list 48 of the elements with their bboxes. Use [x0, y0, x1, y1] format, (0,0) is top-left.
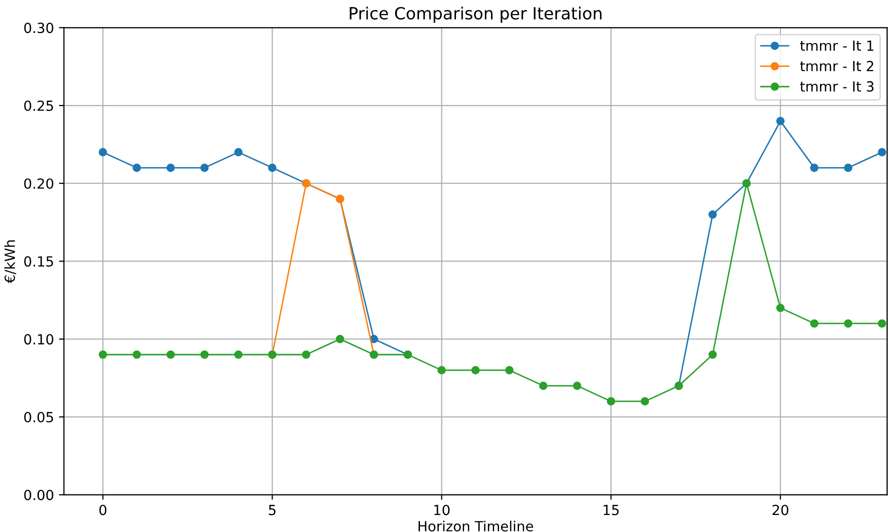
legend-label: tmmr - It 2 [800, 60, 874, 72]
point [505, 366, 514, 374]
x-tick-label: 5 [268, 504, 276, 516]
point [810, 319, 818, 328]
x-axis-title: Horizon Timeline [418, 520, 534, 532]
point [437, 366, 446, 374]
y-tick-label: 0.20 [24, 178, 54, 189]
point [810, 164, 818, 172]
point [708, 350, 717, 359]
y-tick-label: 0.00 [24, 490, 54, 500]
y-tick-label: 0.30 [24, 22, 54, 34]
x-tick-label: 20 [772, 504, 788, 516]
point [302, 350, 310, 359]
point [572, 382, 582, 390]
point [471, 366, 480, 374]
point [844, 319, 852, 328]
point [708, 210, 717, 219]
point [234, 350, 243, 359]
point [166, 350, 175, 359]
y-tick-label: 0.15 [24, 256, 53, 267]
point [132, 164, 141, 172]
y-tick-label: 0.05 [24, 412, 53, 422]
point [98, 350, 108, 359]
point [844, 164, 852, 172]
legend-label: tmmr - It 1 [800, 40, 874, 51]
point [234, 148, 243, 156]
point [200, 164, 209, 172]
point [878, 319, 886, 328]
point [539, 382, 548, 390]
x-tick-label: 15 [604, 504, 619, 516]
point [776, 304, 785, 312]
point [166, 164, 175, 172]
point [640, 397, 650, 406]
point [776, 116, 785, 126]
y-axis-title: €/kWh [4, 240, 16, 284]
point [132, 350, 141, 359]
legend-label: tmmr - It 3 [800, 81, 874, 92]
x-tick-label: 10 [434, 504, 450, 516]
point [336, 334, 344, 344]
point [606, 397, 616, 406]
point [200, 350, 209, 359]
point [878, 148, 886, 156]
point [268, 164, 276, 172]
chart-title: Price Comparison per Iteration [350, 6, 602, 23]
x-tick-label: 0 [99, 504, 106, 516]
y-tick-label: 0.10 [24, 334, 54, 345]
point [98, 148, 108, 156]
y-tick-label: 0.25 [24, 100, 53, 111]
